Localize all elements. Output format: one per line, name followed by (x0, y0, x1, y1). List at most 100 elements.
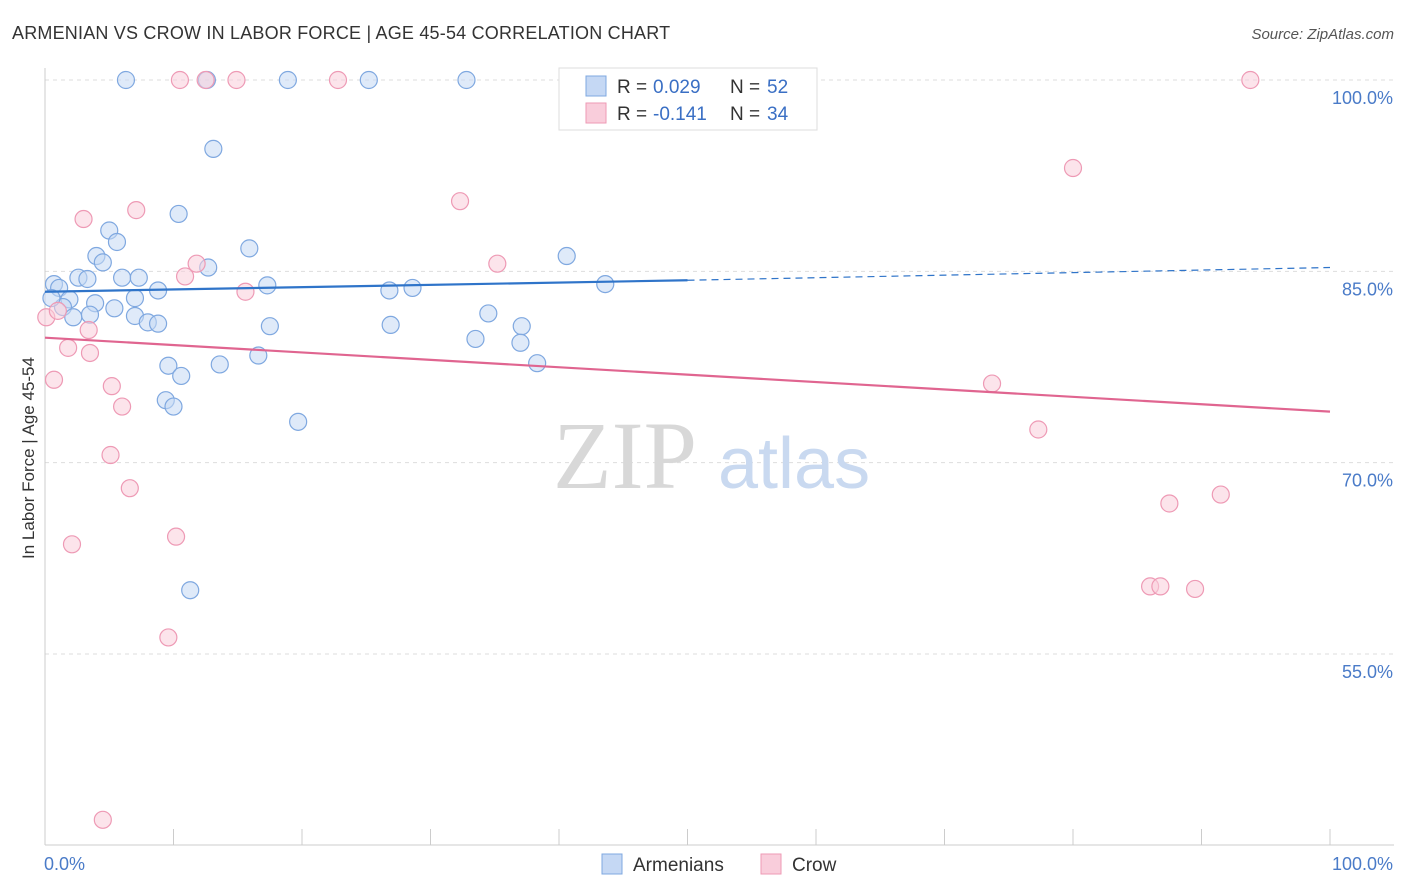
armenians-point (258, 276, 277, 295)
crow-point (166, 527, 186, 546)
y-tick-label-3: 55.0% (1342, 662, 1393, 682)
armenians-point (457, 70, 476, 90)
x-axis-ticks (173, 829, 1331, 845)
bottom-legend-label-armenians: Armenians (633, 855, 724, 876)
y-tick-label-2: 70.0% (1342, 471, 1393, 491)
armenians-point (359, 70, 378, 90)
y-tick-labels: 100.0% 85.0% 70.0% 55.0% (1332, 88, 1393, 682)
bottom-legend-label-crow: Crow (792, 855, 837, 876)
armenians-point (466, 329, 485, 349)
armenians-point (289, 412, 308, 431)
crow-point (62, 535, 82, 554)
crow-point (127, 201, 146, 220)
crow-point (159, 628, 178, 647)
crow-point (1211, 485, 1230, 504)
crow-point (74, 209, 93, 229)
crow-point (93, 810, 112, 829)
armenians-point (528, 354, 547, 373)
series-armenians (42, 70, 615, 600)
legend-r-label-armenians: R = (617, 77, 647, 98)
crow-point (982, 374, 1002, 393)
crow-point (48, 301, 67, 320)
armenians-point (511, 333, 530, 352)
crow-point (187, 254, 206, 273)
armenians-point (381, 315, 400, 335)
armenians-trend-line (44, 279, 688, 293)
armenians-point (129, 268, 148, 287)
legend-n-value-crow: 34 (767, 104, 789, 125)
armenians-point (105, 299, 124, 318)
armenians-point (479, 304, 498, 323)
armenians-point (169, 204, 188, 224)
crow-point (1151, 577, 1170, 596)
armenians-point (148, 314, 168, 333)
crow-point (80, 343, 100, 363)
x-tick-label-1: 100.0% (1332, 854, 1393, 874)
crow-point (450, 192, 470, 211)
crow-point (101, 445, 120, 465)
crow-point (1160, 494, 1179, 513)
legend-n-label-armenians: N = (730, 77, 760, 98)
armenians-point (204, 139, 223, 158)
crow-point (120, 479, 139, 498)
crow-point (175, 267, 195, 286)
armenians-point (210, 355, 229, 374)
armenians-point (107, 232, 127, 252)
legend-r-label-crow: R = (617, 104, 647, 125)
legend-swatch-crow (585, 102, 607, 124)
armenians-point (78, 269, 97, 289)
crow-point (1185, 579, 1205, 599)
y-tick-label-1: 85.0% (1342, 279, 1393, 299)
legend-n-value-armenians: 52 (767, 77, 788, 98)
crow-point (59, 338, 78, 357)
crow-trend-line (44, 336, 1331, 413)
crow-point (1029, 420, 1048, 439)
correlation-legend: R = 0.029 N = 52 R = -0.141 N = 34 (558, 67, 818, 131)
legend-swatch-armenians (585, 75, 607, 97)
armenians-point (125, 289, 145, 308)
armenians-point (403, 278, 422, 298)
crow-point (488, 254, 507, 273)
watermark-zip: ZIP (553, 402, 697, 509)
crow-point (44, 370, 64, 389)
crow-point (170, 70, 190, 90)
armenians-point (64, 308, 83, 327)
armenians-point (93, 253, 112, 272)
legend-n-label-crow: N = (730, 104, 760, 125)
series-layer (37, 70, 1331, 829)
armenians-point (112, 268, 132, 287)
x-tick-label-0: 0.0% (44, 854, 85, 874)
crow-point (227, 70, 246, 90)
watermark-atlas: atlas (718, 424, 870, 504)
armenians-point (181, 581, 200, 600)
x-tick-labels: 0.0% 100.0% (44, 854, 1393, 874)
y-axis-label: In Labor Force | Age 45-54 (19, 357, 38, 559)
armenians-point (240, 239, 259, 258)
chart-source: Source: ZipAtlas.com (1251, 26, 1394, 43)
crow-point (1241, 70, 1260, 90)
armenians-trend-extension (687, 266, 1331, 281)
crow-point (1063, 158, 1083, 178)
bottom-legend-swatch-crow (760, 853, 782, 875)
crow-point (328, 70, 348, 90)
y-tick-label-0: 100.0% (1332, 88, 1393, 108)
crow-point (102, 377, 121, 396)
gridlines (45, 79, 1394, 655)
armenians-point (172, 366, 191, 386)
legend-r-value-crow: -0.141 (653, 104, 707, 125)
series-legend: Armenians Crow (601, 853, 837, 876)
zipatlas-watermark: ZIP atlas (553, 402, 870, 509)
crow-point (112, 397, 132, 416)
armenians-point (80, 305, 100, 324)
armenians-point (159, 356, 178, 375)
crow-point (79, 320, 98, 340)
series-crow (37, 70, 1260, 829)
legend-r-value-armenians: 0.029 (653, 77, 701, 98)
armenians-point (164, 397, 183, 416)
crow-point (196, 70, 215, 90)
chart-title: ARMENIAN VS CROW IN LABOR FORCE | AGE 45… (12, 23, 670, 43)
armenians-point (260, 317, 279, 336)
crow-point (236, 282, 255, 301)
armenians-point (278, 70, 297, 90)
